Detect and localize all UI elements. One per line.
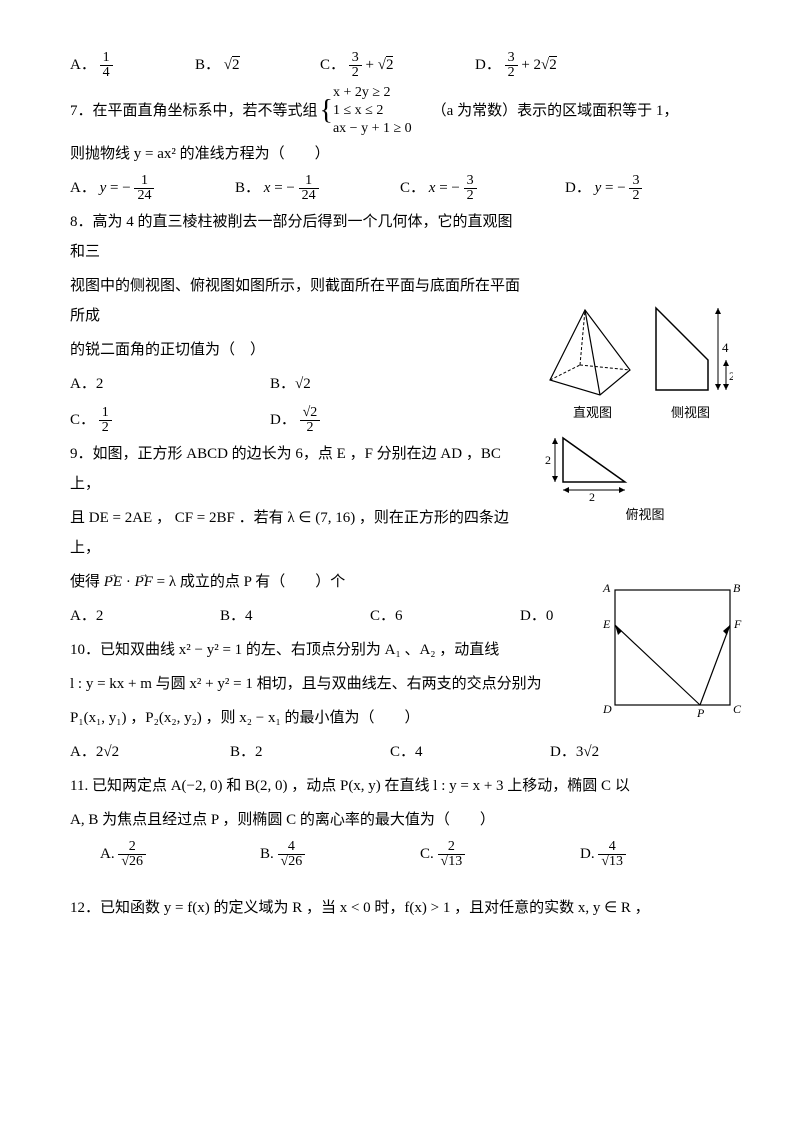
q10-A: A．2√2: [70, 737, 230, 767]
q8-top-view: 2 2: [545, 430, 650, 502]
svg-text:P: P: [696, 706, 705, 720]
q9-A: A．2: [70, 601, 220, 631]
q6-options: A． 14 B． √2 C． 32 + √2 D． 32 + 2√2: [70, 50, 730, 80]
q11-l1: 11. 已知两定点 A(−2, 0) 和 B(2, 0) ，动点 P(x, y)…: [70, 771, 730, 801]
q11-A-label: A.: [100, 846, 115, 862]
q8-A: A．2: [70, 369, 270, 399]
svg-text:2: 2: [545, 453, 551, 467]
q7-stem3: 则抛物线 y = ax² 的准线方程为（ ）: [70, 139, 730, 169]
q7-B-label: B．: [235, 180, 260, 196]
q8-cap-side: 侧视图: [648, 400, 733, 426]
q7-stem1: 7．在平面直角坐标系中，若不等式组: [70, 96, 318, 126]
q8-oblique-view: [545, 305, 640, 400]
svg-text:D: D: [602, 702, 612, 716]
q11-D-label: D.: [580, 846, 595, 862]
q7-C-label: C．: [400, 180, 425, 196]
q11-C-label: C.: [420, 846, 434, 862]
q11-l2: A, B 为焦点且经过点 P ，则椭圆 C 的离心率的最大值为（ ）: [70, 805, 730, 835]
q6-D-label: D．: [475, 57, 501, 73]
q8-B: B．√2: [270, 369, 311, 399]
q7-options: A． y = − 124 B． x = − 124 C． x = − 32 D．…: [70, 173, 730, 203]
q11-options: A. 2√26 B. 4√26 C. 2√13 D. 4√13: [100, 839, 730, 869]
q7-A-label: A．: [70, 180, 96, 196]
q7-sys1: x + 2y ≥ 2: [333, 84, 412, 102]
svg-text:C: C: [733, 702, 742, 716]
svg-text:B: B: [733, 581, 741, 595]
q10-C: C．4: [390, 737, 550, 767]
q8-side-view: 4 2: [648, 300, 733, 400]
q10-options: A．2√2 B．2 C．4 D．3√2: [70, 737, 730, 767]
q7-sys2: 1 ≤ x ≤ 2: [333, 102, 412, 120]
q9-B: B．4: [220, 601, 370, 631]
q8-D-label: D．: [270, 412, 296, 428]
q9-l1: 9．如图，正方形 ABCD 的边长为 6，点 E ，F 分别在边 AD ，BC …: [70, 439, 520, 499]
q8-C-label: C．: [70, 412, 95, 428]
q9-C: C．6: [370, 601, 520, 631]
q10-B: B．2: [230, 737, 390, 767]
svg-text:4: 4: [722, 340, 729, 355]
q8-options-row2: C． 12 D． √22: [70, 405, 520, 435]
q6-B-label: B．: [195, 57, 220, 73]
svg-text:2: 2: [589, 490, 595, 502]
q7-D-label: D．: [565, 180, 591, 196]
q9-l2: 且 DE = 2AE ， CF = 2BF ．若有 λ ∈ (7, 16) ，则…: [70, 503, 530, 563]
q12-l1: 12．已知函数 y = f(x) 的定义域为 R ，当 x < 0 时，f(x)…: [70, 893, 730, 923]
q8-figures: 直观图 4 2 侧视图: [545, 300, 745, 528]
q9-D: D．0: [520, 601, 553, 631]
q10-D: D．3√2: [550, 737, 599, 767]
q7-stem2: （a 为常数）表示的区域面积等于 1，: [432, 96, 679, 126]
q7-sys3: ax − y + 1 ≥ 0: [333, 120, 412, 138]
q9-figure: A B C D E F P: [600, 580, 745, 720]
svg-text:A: A: [602, 581, 611, 595]
q11-B-label: B.: [260, 846, 274, 862]
q8-l1: 8．高为 4 的直三棱柱被削去一部分后得到一个几何体，它的直观图和三: [70, 207, 520, 267]
q8-cap-oblique: 直观图: [545, 400, 640, 426]
q8-l3: 的锐二面角的正切值为（ ）: [70, 335, 520, 365]
q8-l2: 视图中的侧视图、俯视图如图所示，则截面所在平面与底面所在平面所成: [70, 271, 520, 331]
q9-l3: 使得 →PE · →PF = λ 成立的点 P 有（ ）个: [70, 567, 520, 597]
q6-A-label: A．: [70, 57, 96, 73]
q7-stem: 7．在平面直角坐标系中，若不等式组 { x + 2y ≥ 2 1 ≤ x ≤ 2…: [70, 84, 730, 139]
q8-cap-top: 俯视图: [545, 502, 745, 528]
svg-text:2: 2: [729, 369, 733, 383]
q8-options-row1: A．2 B．√2: [70, 369, 520, 399]
q6-C-label: C．: [320, 57, 345, 73]
svg-text:F: F: [733, 617, 742, 631]
svg-text:E: E: [602, 617, 611, 631]
